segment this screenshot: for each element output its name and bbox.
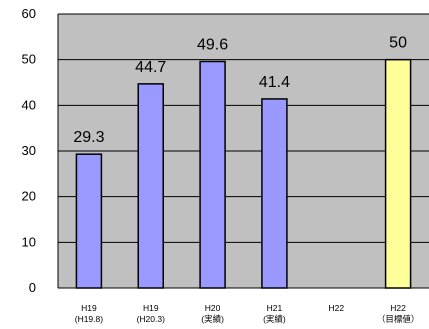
bar bbox=[199, 60, 226, 289]
data-label: 29.3 bbox=[73, 129, 104, 146]
bar bbox=[261, 98, 288, 289]
x-tick-labels: H19(H19.8)H19(H20.3)H20(実績)H21(実績)H22 H22… bbox=[75, 303, 420, 324]
gridlines bbox=[58, 13, 429, 243]
y-tick-label: 40 bbox=[22, 97, 36, 112]
y-tick-label: 0 bbox=[29, 280, 36, 295]
data-label: 50 bbox=[389, 35, 407, 52]
bar bbox=[384, 58, 412, 289]
bars bbox=[75, 58, 412, 289]
x-tick-label: H21 bbox=[267, 303, 283, 313]
y-tick-label: 60 bbox=[22, 6, 36, 21]
data-label: 41.4 bbox=[259, 74, 290, 91]
y-tick-label: 30 bbox=[22, 143, 36, 158]
x-tick-label: (実績) bbox=[263, 314, 286, 324]
x-tick-label: H19 bbox=[81, 303, 97, 313]
bar bbox=[75, 153, 103, 289]
y-tick-labels: 0 10 20 30 40 50 60 bbox=[22, 6, 36, 295]
data-labels: 29.3 44.7 49.6 41.4 50 bbox=[73, 35, 407, 147]
x-tick-label: （目標値） bbox=[377, 314, 420, 324]
y-tick-label: 10 bbox=[22, 234, 36, 249]
y-tick-label: 50 bbox=[22, 52, 36, 67]
x-tick-label: (実績) bbox=[201, 314, 224, 324]
x-tick-label: H19 bbox=[143, 303, 159, 313]
data-label: 44.7 bbox=[135, 59, 166, 76]
x-tick-label: (H19.8) bbox=[75, 314, 104, 324]
y-tick-label: 20 bbox=[22, 189, 36, 204]
bar bbox=[137, 83, 164, 289]
x-tick-label: (H20.3) bbox=[137, 314, 166, 324]
data-label: 49.6 bbox=[197, 36, 228, 53]
x-tick-label: H20 bbox=[205, 303, 221, 313]
x-tick-label: H22 bbox=[390, 303, 406, 313]
x-tick-label: H22 bbox=[328, 303, 344, 313]
